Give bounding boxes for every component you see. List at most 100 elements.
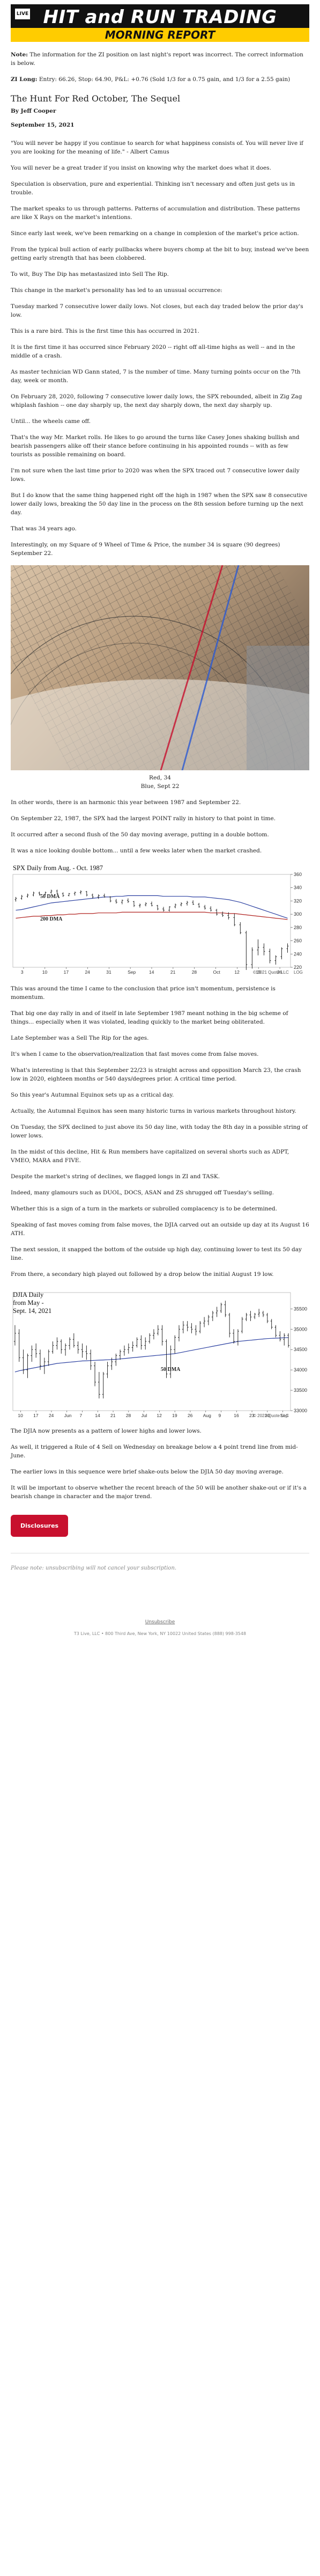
body-paragraph: It is the first time it has occurred sin… bbox=[11, 344, 295, 359]
zi-label: ZI Long: bbox=[11, 76, 38, 83]
body-paragraph: It was a nice looking double bottom... u… bbox=[11, 848, 262, 854]
photo-caption: Red, 34 Blue, Sept 22 bbox=[11, 773, 309, 791]
ohlc-bar bbox=[20, 895, 23, 900]
ohlc-bar bbox=[283, 1333, 286, 1346]
t3-live-logo: LIVE bbox=[15, 9, 30, 19]
ohlc-bar bbox=[77, 1341, 79, 1354]
ohlc-bar bbox=[192, 900, 195, 905]
chart-watermark: © 2021 Quote LLC bbox=[253, 970, 289, 975]
ohlc-bar bbox=[236, 1329, 239, 1346]
ohlc-bar bbox=[103, 893, 106, 898]
ma200-line bbox=[16, 911, 288, 920]
x-tick-label: Jun bbox=[64, 1413, 72, 1418]
ohlc-bar bbox=[35, 1343, 38, 1358]
ohlc-bar bbox=[257, 939, 259, 955]
body-paragraph: That's the way Mr. Market rolls. He like… bbox=[11, 434, 300, 458]
body-paragraph: Despite the market's string of declines,… bbox=[11, 1173, 220, 1180]
ohlc-bar bbox=[18, 1329, 20, 1362]
unsubscribe-link[interactable]: Unsubscribe bbox=[145, 1619, 175, 1625]
ohlc-bar bbox=[131, 1341, 134, 1352]
ohlc-bar bbox=[151, 901, 153, 907]
ohlc-bar bbox=[81, 1343, 84, 1358]
ohlc-bar bbox=[220, 1302, 222, 1313]
ohlc-bar bbox=[211, 1311, 214, 1322]
x-tick-label: 12 bbox=[234, 969, 240, 975]
ohlc-bar bbox=[266, 1312, 269, 1323]
x-tick-label: 9 bbox=[219, 1413, 221, 1418]
ohlc-bar bbox=[68, 1337, 71, 1350]
note-text: The information for the ZI position on l… bbox=[11, 52, 303, 67]
ohlc-bar bbox=[62, 892, 64, 897]
article-body-part-1: "You will never be happy if you continue… bbox=[11, 139, 309, 558]
ohlc-bar bbox=[98, 1371, 100, 1399]
ohlc-bar bbox=[228, 1312, 231, 1338]
ohlc-bar bbox=[56, 889, 58, 895]
x-tick-label: 3 bbox=[21, 969, 24, 975]
ohlc-bar bbox=[97, 894, 100, 899]
djia-2021-chart: 35500 35000 34500 34000 33500 33000 10 17 24 Jun 7… bbox=[11, 1286, 309, 1420]
ohlc-bar bbox=[162, 907, 165, 912]
y-tick-label: 280 bbox=[294, 925, 302, 930]
body-paragraph: Late September was a Sell The Rip for th… bbox=[11, 1035, 149, 1041]
ohlc-bar bbox=[224, 1301, 227, 1317]
x-tick-label: Oct bbox=[213, 969, 221, 975]
ohlc-bar bbox=[32, 892, 35, 896]
ohlc-bar bbox=[13, 1325, 16, 1346]
ohlc-bar bbox=[144, 902, 147, 907]
y-tick-label: 340 bbox=[294, 885, 302, 891]
body-paragraph: Since early last week, we've been remark… bbox=[11, 230, 299, 237]
ohlc-bar bbox=[22, 1349, 25, 1374]
ohlc-bar bbox=[274, 955, 277, 965]
x-tick-label: 19 bbox=[172, 1413, 177, 1418]
body-paragraph: Speculation is observation, pure and exp… bbox=[11, 181, 295, 196]
article-title: The Hunt For Red October, The Sequel bbox=[11, 93, 181, 104]
ma50-line bbox=[16, 895, 288, 919]
ohlc-bar bbox=[182, 1321, 184, 1333]
ohlc-bar bbox=[263, 943, 265, 955]
correction-note: Note: The information for the ZI positio… bbox=[11, 50, 309, 68]
chart-title: Sept. 14, 2021 bbox=[13, 1307, 51, 1315]
ohlc-bar bbox=[239, 922, 242, 935]
ohlc-bar bbox=[152, 1329, 155, 1340]
ma50-line bbox=[14, 1337, 289, 1373]
ohlc-bar bbox=[161, 1325, 163, 1346]
body-paragraph: The DJIA now presents as a pattern of lo… bbox=[11, 1428, 202, 1434]
body-paragraph: "You will never be happy if you continue… bbox=[11, 140, 303, 155]
spx-1987-chart: 360 340 320 300 280 260 240 220 3 10 17 24 31 Sep 14 21… bbox=[11, 863, 309, 978]
x-tick-label: 28 bbox=[126, 1413, 131, 1418]
ohlc-bar bbox=[85, 891, 88, 896]
y-tick-label: 35000 bbox=[294, 1326, 307, 1332]
ohlc-bar bbox=[26, 1353, 29, 1378]
x-tick-label: Jul bbox=[142, 1413, 147, 1418]
chart-title: DJIA Daily bbox=[13, 1291, 44, 1298]
body-paragraph: This change in the market's personality … bbox=[11, 287, 222, 294]
note-label: Note: bbox=[11, 52, 28, 58]
ohlc-bar bbox=[207, 1315, 210, 1325]
series-label: 200 DMA bbox=[40, 916, 63, 922]
x-tick-label: 10 bbox=[42, 969, 48, 975]
x-tick-label: 10 bbox=[18, 1413, 23, 1418]
caption-red: Red, 34 bbox=[149, 775, 171, 781]
article-body-part-4: The DJIA now presents as a pattern of lo… bbox=[11, 1427, 309, 1501]
x-tick-label: 23 bbox=[249, 1413, 255, 1418]
body-paragraph: It occurred after a second flush of the … bbox=[11, 831, 269, 838]
ohlc-bar bbox=[165, 1339, 168, 1378]
ohlc-bar bbox=[262, 1311, 264, 1317]
ohlc-bar bbox=[138, 903, 141, 908]
ohlc-bar bbox=[251, 947, 254, 969]
ohlc-bar bbox=[168, 906, 171, 912]
ohlc-bar bbox=[221, 911, 224, 917]
body-paragraph: From there, a secondary high played out … bbox=[11, 1271, 274, 1278]
article-body-part-3: This was around the time I came to the c… bbox=[11, 984, 309, 1279]
x-tick-label: 26 bbox=[277, 969, 282, 975]
ohlc-bar bbox=[198, 903, 200, 908]
ohlc-bar bbox=[254, 1312, 256, 1319]
ohlc-bar bbox=[91, 893, 94, 899]
banner-subtitle: MORNING REPORT bbox=[11, 28, 309, 42]
report-banner: LIVE HIT and RUN TRADING MORNING REPORT bbox=[11, 4, 309, 42]
disclosures-button[interactable]: Disclosures bbox=[11, 1515, 69, 1537]
body-paragraph: On September 22, 1987, the SPX had the l… bbox=[11, 815, 276, 822]
ohlc-bar bbox=[106, 1361, 109, 1378]
ohlc-bar bbox=[274, 1325, 277, 1338]
x-tick-label: 21 bbox=[170, 969, 176, 975]
